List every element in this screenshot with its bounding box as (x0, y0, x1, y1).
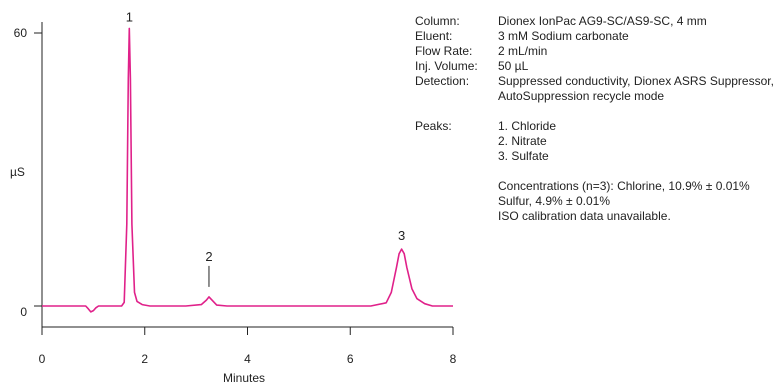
condition-eluent: Eluent: 3 mM Sodium carbonate (415, 29, 784, 44)
condition-inj-volume: Inj. Volume: 50 µL (415, 59, 784, 74)
peak-name: 2. Nitrate (498, 134, 547, 148)
note-line: ISO calibration data unavailable. (498, 209, 671, 223)
condition-label: Flow Rate: (415, 44, 473, 58)
condition-label: Eluent: (415, 29, 453, 43)
peak-name: 1. Chloride (498, 119, 557, 133)
condition-column: Column: Dionex IonPac AG9-SC/AS9-SC, 4 m… (415, 14, 784, 29)
peak-name: 3. Sulfate (498, 149, 549, 163)
method-info-panel: Column: Dionex IonPac AG9-SC/AS9-SC, 4 m… (415, 14, 784, 224)
condition-value: 2 mL/min (498, 44, 548, 58)
peaks-label: Peaks: (415, 119, 452, 133)
peak-label-2: 2 (205, 249, 212, 264)
peaks-list: Peaks: 1. Chloride 2. Nitrate 3. Sulfate (415, 119, 784, 164)
condition-value: Suppressed conductivity, Dionex ASRS Sup… (498, 74, 774, 88)
y-axis-label: µS (10, 165, 25, 179)
note-line: Sulfur, 4.9% ± 0.01% (498, 194, 610, 208)
condition-value: Dionex IonPac AG9-SC/AS9-SC, 4 mm (498, 14, 707, 28)
x-tick-label-0: 0 (39, 352, 46, 366)
note-line: Concentrations (n=3): Chlorine, 10.9% ± … (498, 179, 750, 193)
x-tick-label-2: 2 (141, 352, 148, 366)
x-tick-label-8: 8 (450, 352, 457, 366)
x-axis-label: Minutes (223, 371, 265, 385)
chromatogram-chart: 60 0 µS 0 2 4 6 8 Minutes 1 2 3 (10, 9, 457, 385)
y-tick-label-60: 60 (14, 26, 28, 40)
condition-value: 3 mM Sodium carbonate (498, 29, 629, 43)
chromatogram-trace (42, 27, 453, 313)
condition-value: AutoSuppression recycle mode (498, 89, 665, 103)
condition-detection: Detection: Suppressed conductivity, Dion… (415, 74, 784, 104)
peak-label-3: 3 (398, 228, 405, 243)
y-tick-label-0: 0 (20, 305, 27, 319)
x-tick-label-4: 4 (244, 352, 251, 366)
condition-value: 50 µL (498, 59, 529, 73)
condition-label: Inj. Volume: (415, 59, 478, 73)
condition-label: Detection: (415, 74, 470, 88)
peak-label-1: 1 (126, 9, 133, 24)
condition-flow-rate: Flow Rate: 2 mL/min (415, 44, 784, 59)
x-tick-label-6: 6 (347, 352, 354, 366)
condition-label: Column: (415, 14, 460, 28)
notes: Concentrations (n=3): Chlorine, 10.9% ± … (415, 179, 784, 224)
